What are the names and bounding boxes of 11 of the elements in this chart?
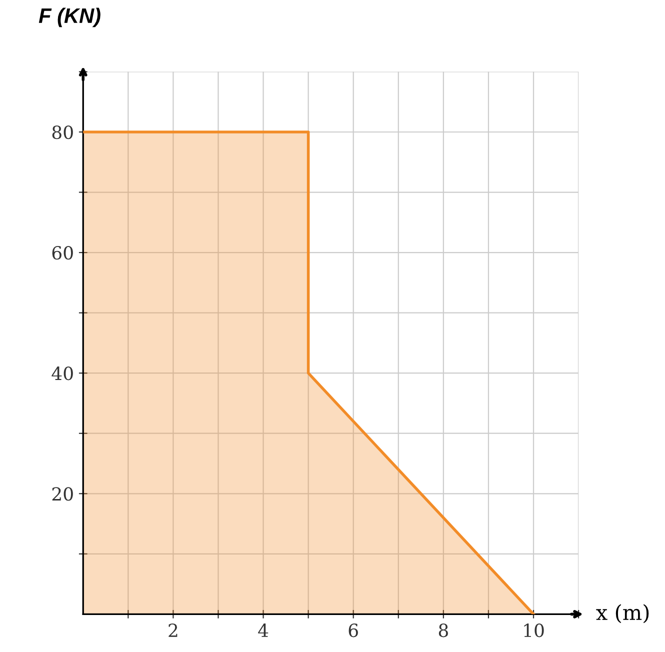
- x-tick-label: 8: [438, 624, 448, 638]
- x-tick-label: 2: [168, 624, 178, 637]
- y-tick-label: 40: [52, 366, 73, 380]
- x-axis-title: x (m): [596, 604, 649, 624]
- y-tick-label: 80: [52, 125, 73, 140]
- y-tick-label: 20: [52, 487, 73, 501]
- x-tick-label: 6: [348, 624, 358, 638]
- x-tick-label: 10: [524, 624, 544, 638]
- y-tick-label: 60: [52, 246, 73, 260]
- x-tick-label: 4: [258, 624, 268, 637]
- y-axis-title: F (KN): [38, 8, 100, 28]
